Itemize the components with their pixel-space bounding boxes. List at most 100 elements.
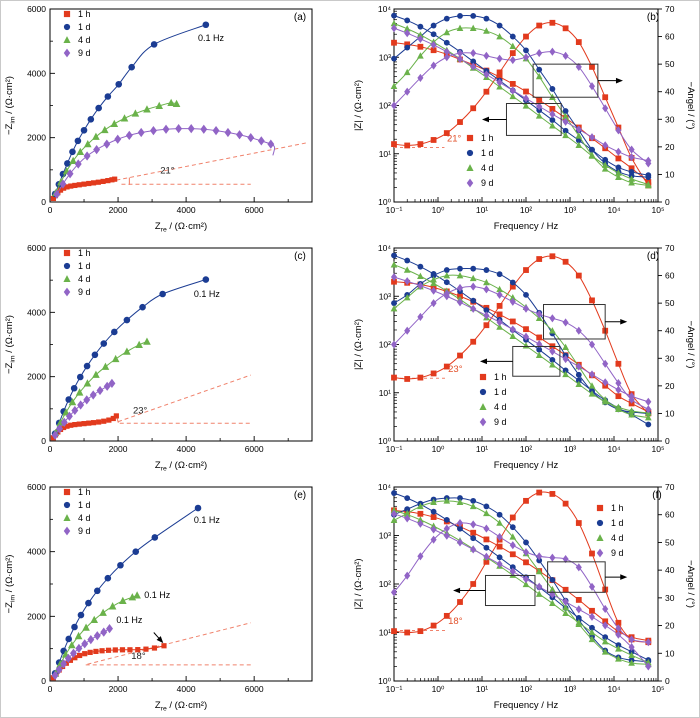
svg-text:10³: 10³ [379, 291, 391, 301]
panel-e-nyquist-chart: 0 2000 4000 6000 0 2000 4000 6000 Zre / (Ω·cm²) −… [4, 482, 313, 713]
svg-text:1 d: 1 d [78, 261, 91, 271]
svg-text:30: 30 [665, 114, 675, 124]
svg-text:10²: 10² [520, 444, 532, 454]
svg-text:10⁻¹: 10⁻¹ [386, 205, 403, 215]
series-phase-1d [391, 12, 652, 181]
svg-text:1 h: 1 h [481, 133, 494, 143]
svg-text:10²: 10² [379, 101, 391, 111]
svg-text:Frequency / Hz: Frequency / Hz [494, 700, 559, 711]
svg-text:2000: 2000 [27, 611, 46, 621]
legend: 1 h 1 d 4 d 9 d [63, 487, 91, 536]
panel-d-bode-chart: 10⁻¹ 10⁰ 10¹ 10² 10³ 10⁴ 10⁵10⁰10¹10²10³10⁴010… [353, 243, 696, 471]
svg-text:−Angel / (°): −Angel / (°) [685, 560, 696, 608]
annotations [116, 142, 309, 185]
svg-text:20: 20 [665, 621, 675, 631]
svg-text:10⁴: 10⁴ [378, 243, 391, 253]
svg-text:0.1 Hz: 0.1 Hz [144, 590, 171, 600]
series-phase-4d [390, 24, 652, 189]
svg-text:10¹: 10¹ [379, 149, 391, 159]
svg-text:10²: 10² [520, 205, 532, 215]
svg-text:1 h: 1 h [494, 372, 507, 382]
svg-text:9 d: 9 d [78, 526, 91, 536]
svg-text:60: 60 [665, 32, 675, 42]
svg-text:(e): (e) [294, 490, 306, 501]
legend: 1 h 1 d 4 d 9 d [479, 372, 507, 427]
svg-text:1 d: 1 d [611, 518, 624, 528]
svg-text:10⁰: 10⁰ [432, 684, 445, 694]
svg-text:10³: 10³ [379, 531, 391, 541]
legend: 1 h 1 d 4 d 9 d [63, 9, 91, 58]
series-9d [51, 624, 114, 681]
svg-text:2000: 2000 [27, 372, 46, 382]
legend: 1 h 1 d 4 d 9 d [466, 133, 494, 188]
svg-text:4000: 4000 [177, 205, 196, 215]
legend: 1 h 1 d 4 d 9 d [596, 503, 624, 558]
svg-text:2000: 2000 [109, 444, 128, 454]
svg-text:0.1 Hz: 0.1 Hz [198, 33, 225, 43]
axes: 0 2000 4000 6000 0 2000 4000 6000 [27, 243, 289, 454]
svg-text:21°: 21° [447, 133, 462, 144]
svg-text:0: 0 [41, 436, 46, 446]
svg-text:60: 60 [665, 271, 675, 281]
axes: 10⁻¹ 10⁰ 10¹ 10² 10³ 10⁴ 10⁵10⁰10¹10²10³10⁴010… [378, 4, 675, 215]
svg-text:4 d: 4 d [481, 163, 494, 173]
svg-text:6000: 6000 [27, 4, 46, 14]
panel-a-nyquist-chart: 0 2000 4000 6000 0 2000 4000 6000 Zre / (Ω·cm²) −… [4, 4, 313, 234]
svg-text:0.1 Hz: 0.1 Hz [194, 289, 221, 299]
svg-text:50: 50 [665, 298, 675, 308]
annotations [85, 622, 251, 666]
svg-text:4 d: 4 d [611, 533, 624, 543]
svg-text:Zre / (Ω·cm²): Zre / (Ω·cm²) [155, 700, 207, 713]
svg-text:4000: 4000 [27, 547, 46, 557]
svg-text:70: 70 [665, 4, 675, 14]
svg-text:18°: 18° [131, 651, 146, 662]
svg-text:70: 70 [665, 243, 675, 253]
svg-text:6000: 6000 [245, 684, 264, 694]
svg-text:9 d: 9 d [481, 178, 494, 188]
svg-text:10⁴: 10⁴ [607, 444, 620, 454]
svg-text:50: 50 [665, 537, 675, 547]
svg-text:10: 10 [665, 169, 675, 179]
svg-text:0.1 Hz: 0.1 Hz [116, 615, 143, 625]
svg-text:1 h: 1 h [611, 503, 624, 513]
svg-text:2000: 2000 [109, 684, 128, 694]
svg-text:30: 30 [665, 593, 675, 603]
series-9d [53, 124, 276, 199]
svg-text:10³: 10³ [564, 444, 576, 454]
svg-text:1 h: 1 h [78, 487, 91, 497]
svg-text:9 d: 9 d [494, 417, 507, 427]
svg-text:(b): (b) [647, 12, 659, 23]
svg-text:10¹: 10¹ [379, 388, 391, 398]
svg-text:−Angel / (°): −Angel / (°) [685, 321, 696, 369]
svg-text:10¹: 10¹ [476, 684, 488, 694]
svg-text:10⁰: 10⁰ [378, 436, 391, 446]
svg-text:10³: 10³ [379, 52, 391, 62]
svg-text:10¹: 10¹ [476, 444, 488, 454]
svg-text:60: 60 [665, 510, 675, 520]
svg-text:10: 10 [665, 408, 675, 418]
svg-text:0: 0 [41, 676, 46, 686]
svg-text:10: 10 [665, 648, 675, 658]
svg-text:−Zim / (Ω·cm²): −Zim / (Ω·cm²) [4, 76, 17, 135]
svg-text:4 d: 4 d [78, 35, 91, 45]
svg-text:4000: 4000 [27, 68, 46, 78]
plot-frame [49, 8, 313, 203]
svg-text:0: 0 [665, 436, 670, 446]
svg-text:10³: 10³ [564, 684, 576, 694]
svg-text:10⁵: 10⁵ [652, 444, 665, 454]
axes: 10⁻¹ 10⁰ 10¹ 10² 10³ 10⁴ 10⁵10⁰10¹10²10³10⁴010… [378, 243, 675, 454]
svg-text:2000: 2000 [27, 133, 46, 143]
series-9d [51, 378, 116, 440]
svg-text:1 d: 1 d [78, 22, 91, 32]
svg-text:40: 40 [665, 565, 675, 575]
svg-text:10⁵: 10⁵ [652, 684, 665, 694]
svg-text:10⁰: 10⁰ [378, 197, 391, 207]
series-1d [51, 276, 210, 437]
legend: 1 h 1 d 4 d 9 d [63, 248, 91, 297]
svg-text:10⁰: 10⁰ [378, 676, 391, 686]
svg-text:10²: 10² [379, 579, 391, 589]
svg-text:10⁴: 10⁴ [378, 482, 391, 492]
svg-text:70: 70 [665, 482, 675, 492]
svg-text:(a): (a) [294, 12, 306, 23]
